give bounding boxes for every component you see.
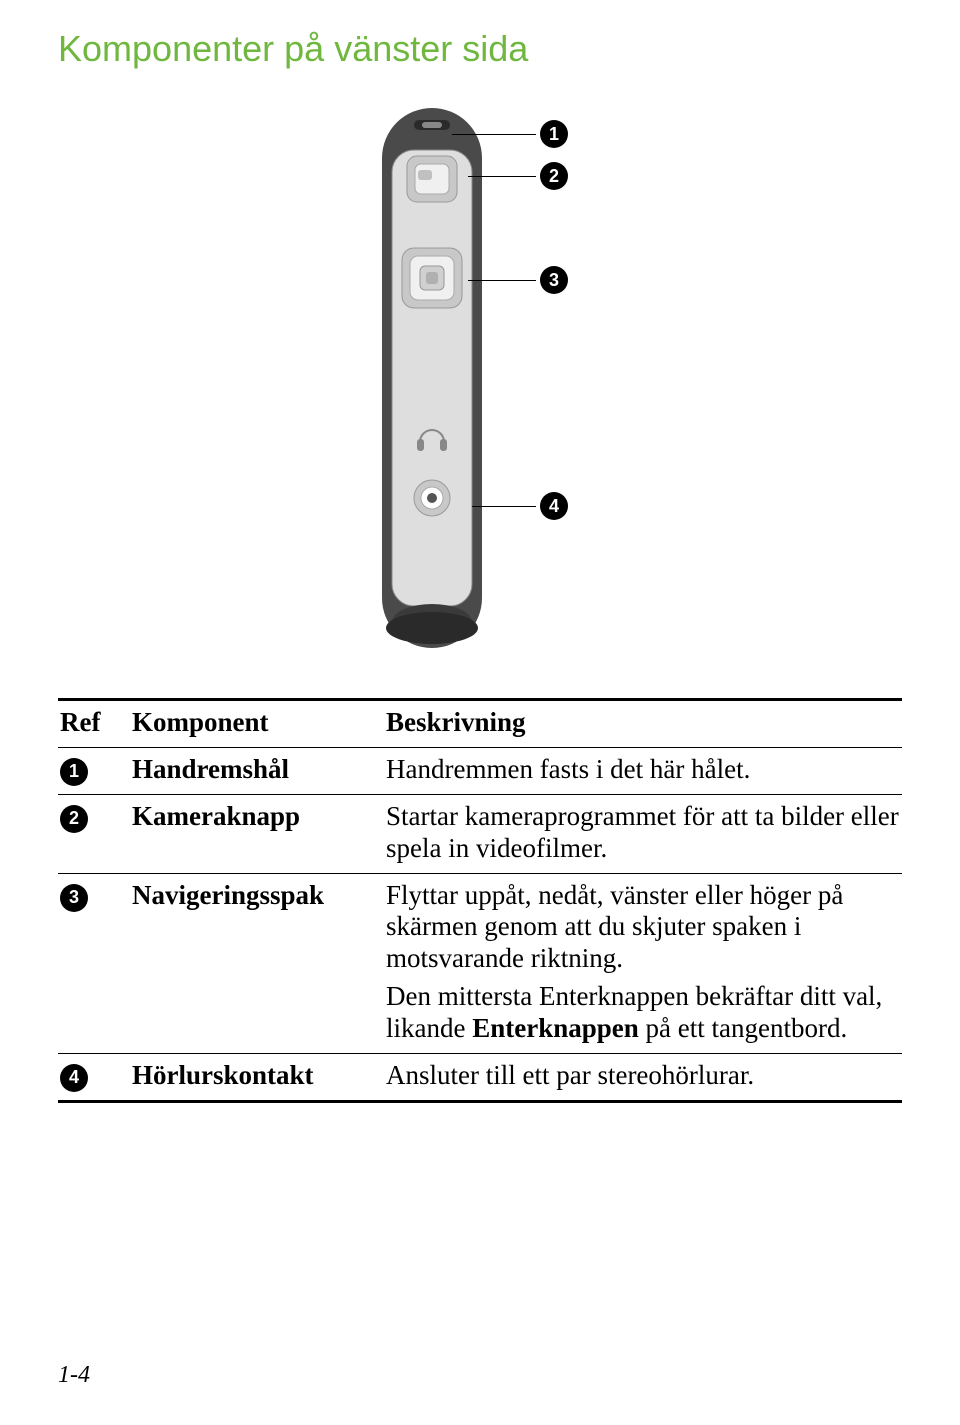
table-row: 4 HörlurskontaktAnsluter till ett par ste… xyxy=(58,1054,902,1100)
ref-cell: 4 xyxy=(58,1060,132,1092)
device-illustration: 1 2 3 4 xyxy=(58,98,902,658)
description-cell: Startar kameraprogrammet för att ta bild… xyxy=(386,801,902,865)
component-cell: Kameraknapp xyxy=(132,801,386,832)
callout-3: 3 xyxy=(468,266,568,294)
ref-badge: 3 xyxy=(60,884,88,912)
callout-4: 4 xyxy=(472,492,568,520)
description-cell: Flyttar uppåt, nedåt, vänster eller höge… xyxy=(386,880,902,1045)
page-number: 1-4 xyxy=(58,1362,90,1389)
description-cell: Ansluter till ett par stereohörlurar. xyxy=(386,1060,902,1092)
header-ref: Ref xyxy=(58,707,132,738)
component-cell: Navigeringsspak xyxy=(132,880,386,911)
description-cell: Handremmen fasts i det här hålet. xyxy=(386,754,902,786)
component-table: Ref Komponent Beskrivning 1 HandremshålHa… xyxy=(58,698,902,1103)
component-cell: Hörlurskontakt xyxy=(132,1060,386,1091)
page-title: Komponenter på vänster sida xyxy=(58,28,902,70)
table-row: 2 KameraknappStartar kameraprogrammet för… xyxy=(58,795,902,873)
header-komponent: Komponent xyxy=(132,707,386,738)
ref-cell: 1 xyxy=(58,754,132,786)
ref-cell: 3 xyxy=(58,880,132,912)
component-cell: Handremshål xyxy=(132,754,386,785)
ref-badge: 2 xyxy=(60,805,88,833)
table-row: 3 NavigeringsspakFlyttar uppåt, nedåt, vä… xyxy=(58,874,902,1053)
table-header-row: Ref Komponent Beskrivning xyxy=(58,701,902,747)
callout-2: 2 xyxy=(468,162,568,190)
header-beskrivning: Beskrivning xyxy=(386,707,902,739)
ref-badge: 4 xyxy=(60,1064,88,1092)
ref-cell: 2 xyxy=(58,801,132,833)
ref-badge: 1 xyxy=(60,758,88,786)
callout-1: 1 xyxy=(452,120,568,148)
table-row: 1 HandremshålHandremmen fasts i det här h… xyxy=(58,748,902,794)
